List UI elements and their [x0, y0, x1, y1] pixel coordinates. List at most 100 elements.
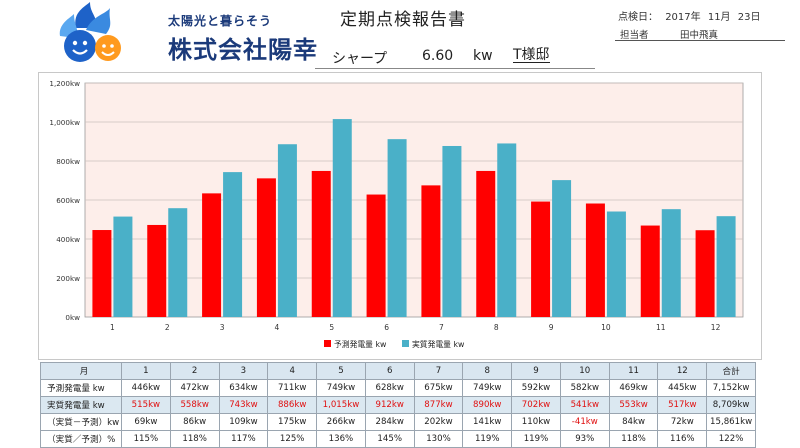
x-tick-label: 10: [601, 323, 611, 332]
table-cell: 711kw: [267, 379, 318, 397]
y-tick-label: 600kw: [56, 196, 80, 205]
table-row: 予測発電量 kw 446kw 472kw 634kw 711kw 749kw 628kw 67…: [40, 379, 756, 397]
table-cell: -41kw: [559, 413, 610, 431]
table-header-row: 月 1 2 3 4 5 6 7 8 9 10 11 12 合計: [40, 362, 756, 380]
table-row: （実質－予測）kw 69kw 86kw 109kw 175kw 266kw 284kw 202…: [40, 413, 756, 431]
forecast-bar: [585, 203, 605, 317]
y-tick-label: 1,200kw: [49, 79, 80, 88]
y-tick-label: 0kw: [65, 313, 80, 322]
x-tick-label: 5: [329, 323, 334, 332]
capacity-unit: kw: [473, 48, 493, 64]
x-tick-label: 9: [549, 323, 554, 332]
table-cell: 675kw: [413, 379, 464, 397]
table-header-cell: 8: [462, 362, 513, 380]
table-cell: 749kw: [316, 379, 366, 397]
table-cell: 284kw: [364, 413, 415, 431]
y-tick-label: 1,000kw: [49, 118, 80, 127]
legend-label: 予測発電量 kw: [334, 339, 387, 349]
table-header-cell: 9: [511, 362, 561, 380]
inspection-day: 23日: [737, 12, 761, 23]
table-cell: 749kw: [462, 379, 513, 397]
table-row: 実質発電量 kw 515kw 558kw 743kw 886kw 1,015kw 912kw…: [40, 396, 756, 414]
table-header-cell: 7: [413, 362, 464, 380]
table-header-cell: 3: [218, 362, 269, 380]
table-cell: 628kw: [364, 379, 415, 397]
table-header-cell: 6: [364, 362, 415, 380]
y-tick-label: 800kw: [56, 157, 80, 166]
system-info: シャープ 6.60 kw T様邸: [315, 44, 595, 69]
table-cell: 69kw: [121, 413, 171, 431]
table-cell: 109kw: [218, 413, 269, 431]
legend-label: 実質発電量 kw: [412, 339, 465, 349]
table-header-cell: 月: [40, 362, 122, 380]
forecast-bar: [366, 194, 386, 317]
staff-label: 担当者: [620, 30, 649, 41]
actual-bar: [497, 143, 517, 317]
table-cell: 877kw: [413, 396, 464, 414]
y-tick-label: 400kw: [56, 235, 80, 244]
legend-swatch: [324, 340, 331, 347]
inspection-date: 点検日： 2017年 11月 23日: [618, 8, 764, 23]
forecast-bar: [256, 178, 276, 317]
table-cell: 515kw: [121, 396, 171, 414]
table-header-cell: 12: [657, 362, 708, 380]
table-cell: 558kw: [169, 396, 220, 414]
table-header-cell: 5: [316, 362, 366, 380]
table-cell: 8,709kw: [706, 396, 756, 414]
table-header-cell: 4: [267, 362, 318, 380]
table-cell: 541kw: [559, 396, 610, 414]
x-tick-label: 4: [275, 323, 280, 332]
sun-mascot-icon: [59, 2, 121, 62]
forecast-bar: [421, 185, 441, 317]
table-cell: 702kw: [511, 396, 561, 414]
inspection-year: 2017年: [665, 12, 701, 23]
table-cell: 72kw: [657, 413, 708, 431]
table-cell: 743kw: [218, 396, 269, 414]
table-cell: 472kw: [169, 379, 220, 397]
table-cell: 592kw: [511, 379, 561, 397]
forecast-bar: [531, 201, 551, 317]
logo-company-name: 株式会社陽幸: [168, 36, 318, 64]
x-tick-label: 6: [384, 323, 389, 332]
table-cell: 445kw: [657, 379, 708, 397]
actual-bar: [552, 180, 572, 317]
forecast-bar: [147, 224, 167, 317]
table-cell: 86kw: [169, 413, 220, 431]
table-header-cell: 10: [559, 362, 610, 380]
system-capacity: 6.60: [422, 48, 454, 64]
table-cell: 202kw: [413, 413, 464, 431]
forecast-bar: [476, 170, 496, 317]
table-row-label: 実質発電量 kw: [40, 396, 122, 414]
company-logo: 太陽光と暮らそう 株式会社陽幸: [46, 2, 318, 64]
actual-bar: [277, 144, 297, 317]
generation-table: 月 1 2 3 4 5 6 7 8 9 10 11 12 合計 予測発電量 kw 446kw 472kw 634k…: [40, 362, 756, 448]
table-cell: 7,152kw: [706, 379, 756, 397]
actual-bar: [332, 119, 352, 317]
table-cell: 553kw: [608, 396, 659, 414]
x-tick-label: 12: [711, 323, 721, 332]
actual-bar: [442, 145, 462, 317]
actual-bar: [168, 208, 188, 317]
table-cell: 84kw: [608, 413, 659, 431]
table-cell: 912kw: [364, 396, 415, 414]
table-cell: 886kw: [267, 396, 318, 414]
table-row-label: 予測発電量 kw: [40, 379, 122, 397]
x-tick-label: 8: [494, 323, 499, 332]
x-tick-label: 11: [656, 323, 666, 332]
table-cell: 890kw: [462, 396, 513, 414]
actual-bar: [606, 211, 626, 317]
table-row-label: （実質－予測）kw: [40, 413, 122, 431]
table-header-cell: 11: [608, 362, 659, 380]
chart-frame: 0kw 200kw 400kw 600kw 800kw 1,000kw 1,200kw 1 2 3…: [38, 72, 762, 360]
forecast-bar: [695, 230, 715, 317]
table-cell: 582kw: [559, 379, 610, 397]
x-tick-label: 1: [110, 323, 115, 332]
owner-name: T様邸: [513, 47, 550, 63]
table-cell: 141kw: [462, 413, 513, 431]
x-tick-label: 3: [220, 323, 225, 332]
forecast-bar: [640, 225, 660, 317]
legend-swatch: [402, 340, 409, 347]
staff-line: 担当者 田中飛真: [615, 24, 785, 41]
actual-bar: [661, 209, 681, 317]
